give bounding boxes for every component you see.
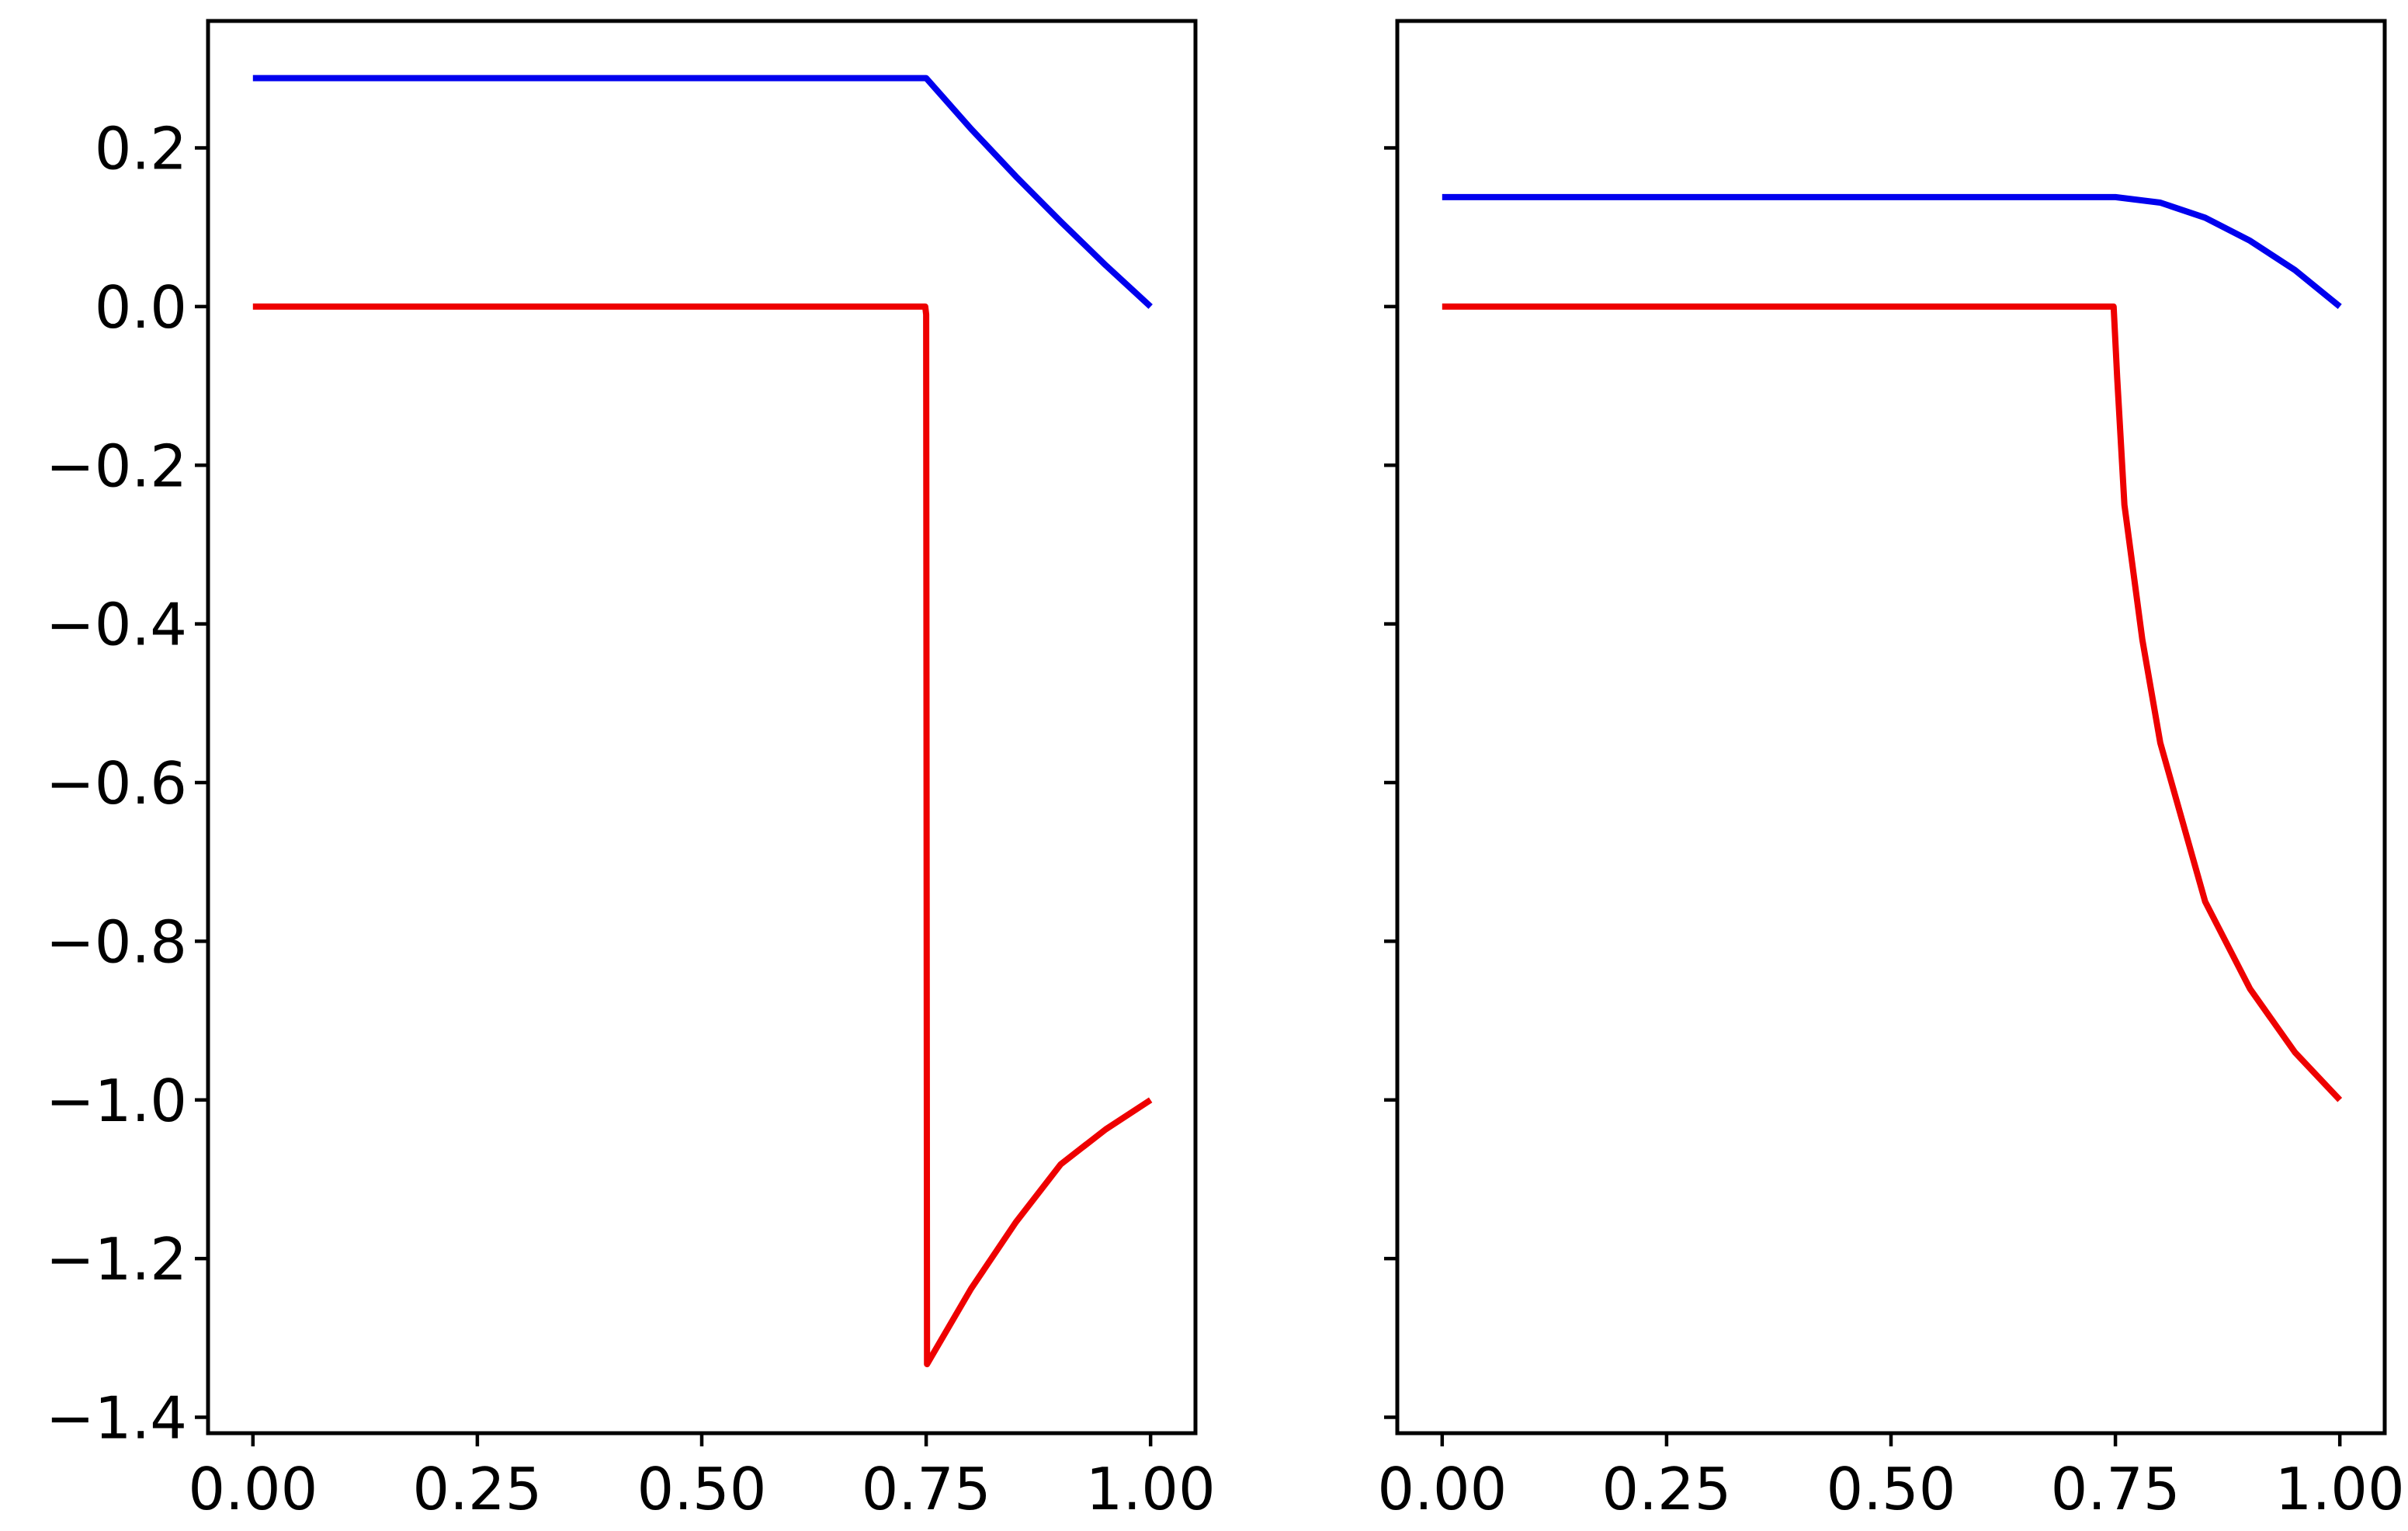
- blue-series-line: [1442, 193, 2342, 310]
- red-series-line: [1442, 303, 2343, 1102]
- left-panel: 0.00 0.25 0.50 0.75 1.00 0.2 0.0 −0.2 −0.4 −0.6 −0…: [46, 19, 1216, 1523]
- y-tick-label: −1.0: [46, 1067, 187, 1135]
- x-tick-label: 1.00: [2275, 1455, 2405, 1523]
- x-tick-label: 0.50: [1827, 1455, 1956, 1523]
- y-tick-label: −0.6: [46, 749, 187, 818]
- y-tick-label: −1.2: [46, 1225, 187, 1293]
- x-tick-label: 0.25: [412, 1455, 542, 1523]
- y-tick-label: −1.4: [46, 1384, 187, 1453]
- blue-series-line: [252, 75, 1153, 309]
- x-tick-label: 0.75: [862, 1455, 991, 1523]
- x-tick-label: 0.00: [188, 1455, 317, 1523]
- y-tick-label: −0.8: [46, 908, 187, 976]
- x-tick-label: 0.00: [1377, 1455, 1507, 1523]
- y-tick-label: −0.2: [46, 432, 187, 500]
- x-tick-label: 0.50: [637, 1455, 767, 1523]
- x-tick-label: 0.25: [1601, 1455, 1731, 1523]
- y-tick-label: 0.2: [95, 115, 187, 183]
- y-tick-label: 0.0: [95, 273, 187, 342]
- y-tick-label: −0.4: [46, 591, 187, 659]
- x-tick-label: 0.75: [2051, 1455, 2181, 1523]
- red-series-line: [252, 303, 1153, 1368]
- right-panel: 0.00 0.25 0.50 0.75 1.00: [1377, 19, 2405, 1523]
- x-tick-label: 1.00: [1086, 1455, 1216, 1523]
